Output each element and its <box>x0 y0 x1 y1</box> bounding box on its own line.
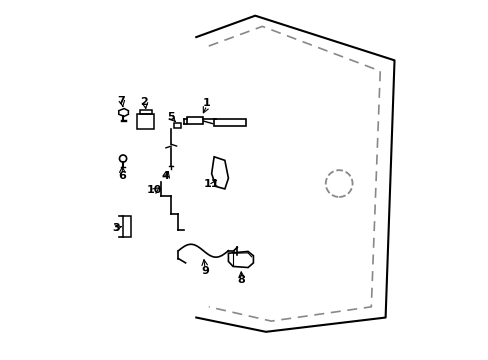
Text: 6: 6 <box>118 171 126 181</box>
Text: 2: 2 <box>141 97 148 107</box>
Text: 4: 4 <box>161 171 169 181</box>
Text: 3: 3 <box>112 223 120 233</box>
Text: 1: 1 <box>203 98 210 108</box>
Text: 8: 8 <box>237 275 245 285</box>
Text: 7: 7 <box>117 96 125 107</box>
Text: 5: 5 <box>167 112 175 122</box>
Text: 9: 9 <box>201 266 209 276</box>
Text: 11: 11 <box>203 179 219 189</box>
Text: 10: 10 <box>146 185 162 195</box>
